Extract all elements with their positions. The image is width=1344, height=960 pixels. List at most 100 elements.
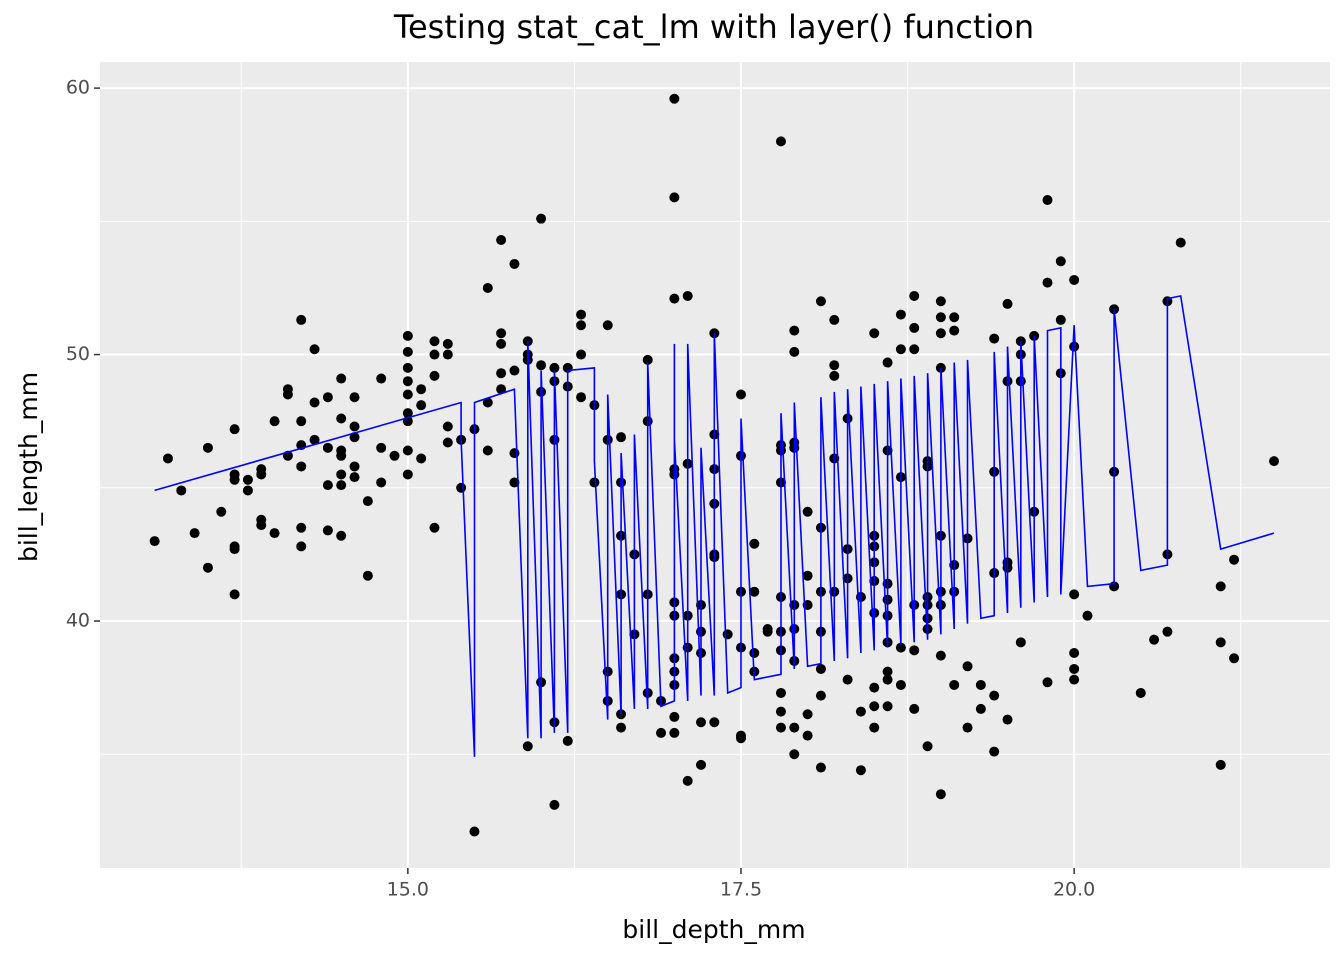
point [229, 541, 240, 552]
point [149, 536, 160, 547]
point [1042, 677, 1053, 688]
point [296, 522, 307, 533]
point [402, 469, 413, 480]
point [829, 370, 840, 381]
point [1002, 714, 1013, 725]
point [496, 368, 507, 379]
point [1069, 674, 1080, 685]
point [1135, 687, 1146, 698]
point [815, 762, 826, 773]
point [496, 338, 507, 349]
point [1215, 581, 1226, 592]
point [576, 349, 587, 360]
point [789, 325, 800, 336]
fit-line [154, 294, 1275, 757]
point [909, 322, 920, 333]
point [202, 562, 213, 573]
point [989, 333, 1000, 344]
point [349, 461, 360, 472]
point [882, 666, 893, 677]
point [789, 722, 800, 733]
point [576, 320, 587, 331]
point [536, 213, 547, 224]
point [802, 570, 813, 581]
point [935, 328, 946, 339]
point [989, 690, 1000, 701]
point [869, 328, 880, 339]
point [855, 765, 866, 776]
point [802, 730, 813, 741]
point [882, 701, 893, 712]
point [402, 346, 413, 357]
point [815, 296, 826, 307]
point [749, 586, 760, 597]
point [669, 293, 680, 304]
point [815, 663, 826, 674]
point [242, 485, 253, 496]
point [775, 706, 786, 717]
point [1082, 610, 1093, 621]
point [509, 448, 520, 459]
point [322, 480, 333, 491]
point [442, 349, 453, 360]
point [469, 826, 480, 837]
point [1069, 274, 1080, 285]
point [775, 687, 786, 698]
point [482, 445, 493, 456]
point [202, 442, 213, 453]
point [376, 373, 387, 384]
point [669, 192, 680, 203]
point [349, 421, 360, 432]
point [442, 421, 453, 432]
point [389, 450, 400, 461]
point [296, 541, 307, 552]
point [935, 296, 946, 307]
point [909, 344, 920, 355]
point [935, 789, 946, 800]
point [829, 360, 840, 371]
point [376, 442, 387, 453]
point [416, 453, 427, 464]
point [229, 474, 240, 485]
point [975, 703, 986, 714]
point [602, 320, 613, 331]
point [1002, 298, 1013, 309]
point [789, 346, 800, 357]
point [696, 759, 707, 770]
point [256, 520, 267, 531]
point [1015, 637, 1026, 648]
point [456, 482, 467, 493]
point [402, 389, 413, 400]
point [509, 258, 520, 269]
point [616, 432, 627, 443]
point [336, 450, 347, 461]
point [749, 647, 760, 658]
point [336, 530, 347, 541]
point [1215, 637, 1226, 648]
point [949, 325, 960, 336]
point [296, 416, 307, 427]
point [895, 309, 906, 320]
point [349, 432, 360, 443]
y-tick-label: 60 [66, 77, 90, 99]
point [229, 424, 240, 435]
point [882, 674, 893, 685]
point [989, 746, 1000, 757]
point [855, 706, 866, 717]
point [269, 416, 280, 427]
point [429, 370, 440, 381]
point [935, 650, 946, 661]
point [1069, 647, 1080, 658]
point [909, 290, 920, 301]
point [1069, 589, 1080, 600]
x-tick-label: 15.0 [387, 879, 429, 901]
point [376, 477, 387, 488]
point [402, 408, 413, 419]
point [1069, 341, 1080, 352]
point [309, 434, 320, 445]
point [336, 373, 347, 384]
point [962, 661, 973, 672]
point [735, 733, 746, 744]
point [496, 328, 507, 339]
point [402, 445, 413, 456]
